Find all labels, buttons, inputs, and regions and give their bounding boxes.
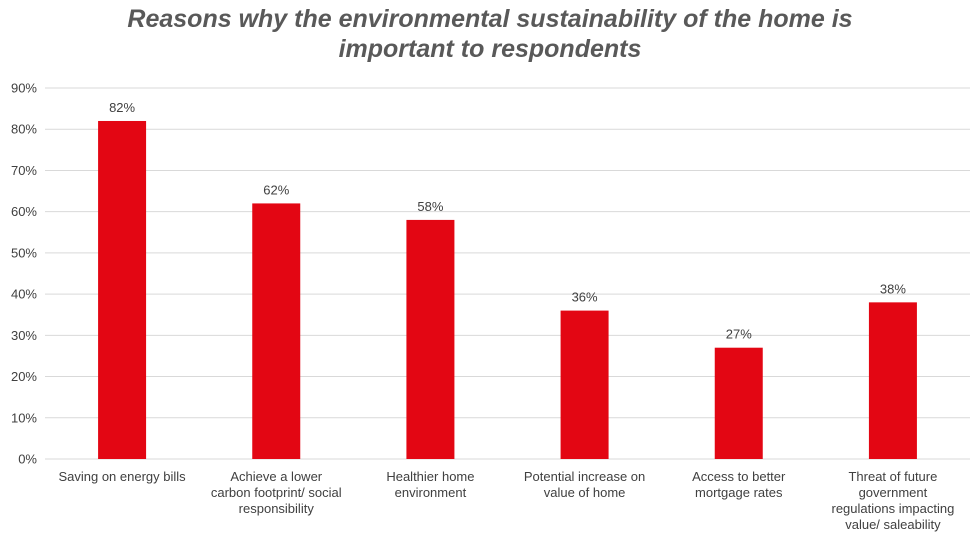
chart-title-line-1: Reasons why the environmental sustainabi… <box>127 5 853 33</box>
bars <box>98 120 917 459</box>
gridlines <box>45 87 970 460</box>
x-category-label: Achieve a lower carbon footprint/ social r… <box>211 469 342 516</box>
bar <box>868 302 917 459</box>
x-category-label: Access to better mortgage rates <box>692 469 786 500</box>
bar <box>98 120 147 459</box>
y-tick-label: 90% <box>11 81 37 96</box>
y-tick-label: 60% <box>11 204 37 219</box>
x-category-label: Potential increase on value of home <box>524 469 645 500</box>
data-label: 36% <box>572 290 598 305</box>
y-tick-label: 30% <box>11 328 37 343</box>
y-tick-label: 0% <box>18 452 37 467</box>
chart-title: Reasons why the environmental sustainabi… <box>0 4 980 64</box>
bar <box>252 203 301 459</box>
y-tick-label: 20% <box>11 369 37 384</box>
x-category-label: Threat of future government regulations im… <box>831 469 954 532</box>
x-category-label: Healthier home environment <box>386 469 474 500</box>
y-tick-label: 80% <box>11 122 37 137</box>
y-axis-ticks: 0% 10% 20% 30% 40% 50% 60% 70% 80% 90% <box>11 81 37 467</box>
bar <box>560 310 609 459</box>
data-label: 38% <box>880 281 906 296</box>
bar <box>406 219 455 459</box>
y-tick-label: 40% <box>11 287 37 302</box>
data-label: 62% <box>263 182 289 197</box>
x-category-label: Saving on energy bills <box>58 469 186 484</box>
data-labels: 82% 62% 58% 36% 27% 38% <box>109 100 906 342</box>
y-tick-label: 10% <box>11 410 37 425</box>
y-tick-label: 50% <box>11 245 37 260</box>
x-axis-categories: Saving on energy bills Achieve a lower car… <box>58 469 954 532</box>
data-label: 58% <box>417 199 443 214</box>
chart-title-line-2: important to respondents <box>338 35 642 63</box>
data-label: 27% <box>726 327 752 342</box>
y-tick-label: 70% <box>11 163 37 178</box>
data-label: 82% <box>109 100 135 115</box>
bar <box>714 347 763 459</box>
